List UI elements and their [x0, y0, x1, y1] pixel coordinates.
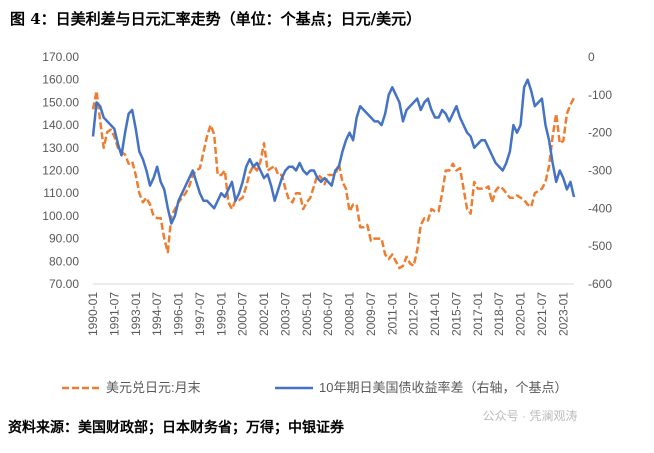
y-tick-label: 150.00: [42, 95, 79, 109]
y-tick-label: 140.00: [42, 118, 79, 132]
y-tick-label: 160.00: [42, 73, 79, 87]
y-tick-label: 80.00: [49, 254, 79, 268]
x-tick-label: 2017-01: [471, 292, 485, 336]
x-tick-label: 2003-07: [278, 292, 292, 336]
y2-tick-label: -400: [588, 201, 612, 215]
legend-label: 美元兑日元:月末: [106, 380, 201, 395]
y2-tick-label: -600: [588, 277, 612, 291]
x-tick-label: 2011-01: [385, 292, 399, 335]
x-tick-label: 2002-01: [257, 292, 271, 336]
x-tick-label: 2009-07: [364, 292, 378, 336]
y2-tick-label: -100: [588, 88, 612, 102]
y-tick-label: 70.00: [49, 277, 79, 291]
x-tick-label: 2023-01: [556, 292, 570, 336]
y2-tick-label: -200: [588, 126, 612, 140]
x-tick-label: 2018-07: [492, 292, 506, 336]
y-tick-label: 120.00: [42, 164, 79, 178]
series-line: [91, 78, 576, 225]
x-tick-label: 2015-07: [449, 292, 463, 336]
y2-tick-label: -300: [588, 164, 612, 178]
y-tick-label: 100.00: [42, 209, 79, 223]
x-tick-label: 2012-07: [407, 292, 421, 336]
x-tick-label: 2008-01: [343, 292, 357, 336]
x-tick-label: 2006-07: [321, 292, 335, 336]
x-tick-label: 2020-01: [514, 292, 528, 336]
source-note: 资料来源：美国财政部；日本财务省；万得；中银证券: [8, 419, 345, 436]
y2-tick-label: 0: [588, 50, 595, 64]
x-tick-label: 2000-07: [236, 292, 250, 336]
x-tick-label: 2005-01: [300, 292, 314, 336]
chart-title: 图 4：日美利差与日元汇率走势（单位：个基点；日元/美元）: [10, 10, 421, 28]
legend-label: 10年期日美国债收益率差（右轴，个基点）: [319, 380, 567, 395]
y-tick-label: 130.00: [42, 141, 79, 155]
y-tick-label: 110.00: [43, 186, 79, 200]
x-tick-label: 1993-01: [129, 292, 143, 336]
x-tick-label: 1996-01: [172, 292, 186, 336]
watermark: 公众号 · 凭澜观涛: [483, 408, 578, 423]
y-tick-label: 170.00: [42, 50, 79, 64]
y2-tick-label: -500: [588, 239, 612, 253]
y-tick-label: 90.00: [49, 232, 79, 246]
x-tick-label: 1990-01: [86, 292, 100, 336]
x-tick-label: 1997-07: [193, 292, 207, 336]
x-tick-label: 2021-07: [535, 292, 549, 336]
x-tick-label: 1999-01: [214, 292, 228, 336]
x-tick-label: 1991-07: [107, 292, 121, 336]
x-tick-label: 1994-07: [150, 292, 164, 336]
x-tick-label: 2014-01: [428, 292, 442, 336]
